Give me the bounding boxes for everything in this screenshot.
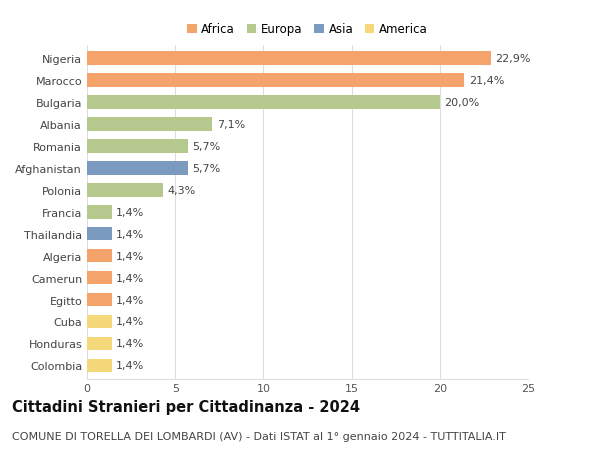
Text: 20,0%: 20,0% xyxy=(444,98,479,108)
Bar xyxy=(87,315,112,329)
Text: Cittadini Stranieri per Cittadinanza - 2024: Cittadini Stranieri per Cittadinanza - 2… xyxy=(12,399,360,414)
Text: 22,9%: 22,9% xyxy=(496,54,531,64)
Text: 1,4%: 1,4% xyxy=(116,317,145,327)
Text: 1,4%: 1,4% xyxy=(116,339,145,349)
Bar xyxy=(87,184,163,197)
Text: 1,4%: 1,4% xyxy=(116,251,145,261)
Text: 1,4%: 1,4% xyxy=(116,207,145,217)
Text: 5,7%: 5,7% xyxy=(192,163,220,174)
Bar xyxy=(87,249,112,263)
Text: 7,1%: 7,1% xyxy=(217,120,245,130)
Bar xyxy=(87,74,464,88)
Text: 1,4%: 1,4% xyxy=(116,361,145,370)
Bar xyxy=(87,271,112,285)
Bar xyxy=(87,52,491,66)
Text: 1,4%: 1,4% xyxy=(116,229,145,239)
Bar xyxy=(87,118,212,131)
Bar xyxy=(87,359,112,372)
Bar xyxy=(87,162,188,175)
Bar xyxy=(87,140,188,153)
Text: 1,4%: 1,4% xyxy=(116,295,145,305)
Bar xyxy=(87,337,112,350)
Text: 1,4%: 1,4% xyxy=(116,273,145,283)
Legend: Africa, Europa, Asia, America: Africa, Europa, Asia, America xyxy=(182,18,433,41)
Bar xyxy=(87,227,112,241)
Bar xyxy=(87,206,112,219)
Bar xyxy=(87,96,440,110)
Text: 4,3%: 4,3% xyxy=(167,185,196,196)
Text: COMUNE DI TORELLA DEI LOMBARDI (AV) - Dati ISTAT al 1° gennaio 2024 - TUTTITALIA: COMUNE DI TORELLA DEI LOMBARDI (AV) - Da… xyxy=(12,431,506,442)
Text: 21,4%: 21,4% xyxy=(469,76,504,86)
Bar xyxy=(87,293,112,307)
Text: 5,7%: 5,7% xyxy=(192,142,220,151)
